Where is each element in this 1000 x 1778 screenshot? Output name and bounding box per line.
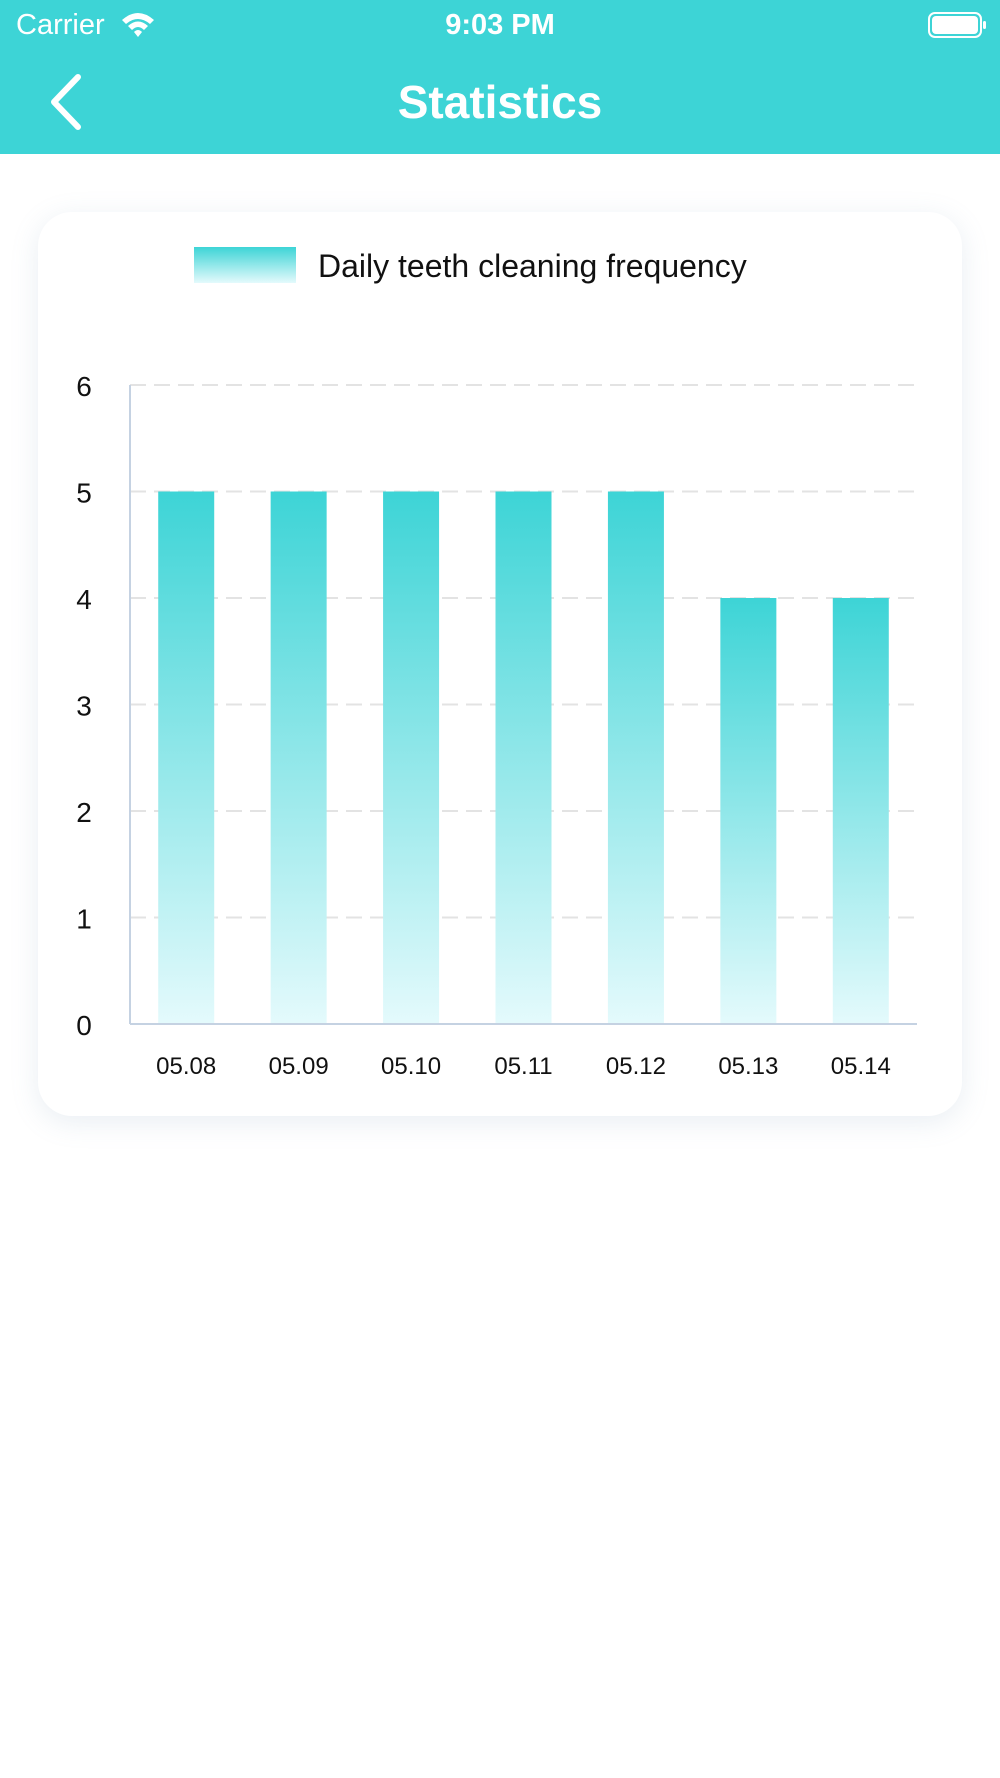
y-tick-label: 1 (76, 904, 92, 935)
carrier-label: Carrier (16, 9, 105, 41)
legend-swatch (194, 247, 296, 283)
bar-chart: 0 1 2 3 4 5 6 05.08 05.09 05.10 05.11 05.12 05.13 05.… (76, 247, 917, 1080)
header-bar: Carrier 9:03 PM Statistics (0, 0, 1000, 154)
y-tick-label: 6 (76, 371, 92, 402)
bar-05.13 (720, 598, 777, 1024)
bar-05.08 (158, 491, 215, 1024)
x-tick-label: 05.09 (269, 1053, 329, 1080)
x-tick-label: 05.11 (494, 1053, 552, 1080)
page-title: Statistics (397, 76, 603, 128)
bar-05.12 (607, 491, 664, 1024)
y-tick-label: 0 (76, 1010, 92, 1041)
y-tick-label: 2 (76, 797, 92, 828)
y-tick-label: 5 (76, 478, 92, 509)
back-button[interactable] (36, 68, 96, 136)
bar-05.10 (383, 491, 440, 1024)
battery-icon (928, 12, 986, 38)
bar-05.14 (832, 598, 889, 1024)
navigation-bar: Statistics (0, 50, 1000, 154)
status-time: 9:03 PM (445, 9, 555, 41)
y-tick-label: 3 (76, 691, 92, 722)
legend-label: Daily teeth cleaning frequency (318, 248, 747, 284)
y-tick-label: 4 (76, 584, 92, 615)
x-tick-label: 05.14 (831, 1053, 891, 1080)
chevron-left-icon (51, 74, 81, 130)
bar-05.11 (495, 491, 552, 1024)
x-tick-label: 05.12 (606, 1053, 666, 1080)
bar-05.09 (270, 491, 327, 1024)
status-bar: Carrier 9:03 PM (0, 0, 1000, 50)
x-tick-label: 05.13 (718, 1053, 778, 1080)
x-tick-label: 05.08 (156, 1053, 216, 1080)
statistics-card: 0 1 2 3 4 5 6 05.08 05.09 05.10 05.11 05.12 05.13 05.… (38, 212, 962, 1116)
x-tick-label: 05.10 (381, 1053, 441, 1080)
wifi-icon (122, 13, 154, 37)
